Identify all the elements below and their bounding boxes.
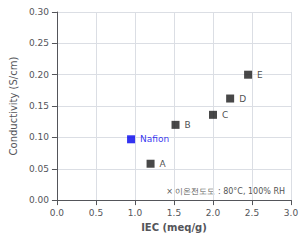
svg-text:2.0: 2.0 xyxy=(206,208,221,218)
svg-text:2.5: 2.5 xyxy=(245,208,259,218)
svg-text:0.20: 0.20 xyxy=(29,70,49,80)
svg-text:1.0: 1.0 xyxy=(128,208,143,218)
svg-text:Nafion: Nafion xyxy=(140,134,169,144)
svg-text:Conductivity (S/cm): Conductivity (S/cm) xyxy=(8,57,19,156)
svg-text:0.00: 0.00 xyxy=(29,195,49,205)
svg-text:0.5: 0.5 xyxy=(89,208,103,218)
svg-text:0.25: 0.25 xyxy=(29,38,49,48)
svg-text:E: E xyxy=(257,70,263,80)
svg-text:C: C xyxy=(222,110,228,120)
svg-text:× 이온전도도 : 80°C, 100% RH: × 이온전도도 : 80°C, 100% RH xyxy=(166,187,285,196)
svg-text:B: B xyxy=(185,120,191,130)
svg-text:1.5: 1.5 xyxy=(167,208,181,218)
svg-text:3.0: 3.0 xyxy=(284,208,299,218)
svg-text:0.10: 0.10 xyxy=(29,132,49,142)
svg-text:0.0: 0.0 xyxy=(50,208,65,218)
svg-text:A: A xyxy=(160,159,167,169)
svg-text:D: D xyxy=(239,94,246,104)
svg-text:0.30: 0.30 xyxy=(29,7,49,17)
svg-text:IEC (meq/g): IEC (meq/g) xyxy=(141,222,207,233)
svg-text:0.05: 0.05 xyxy=(29,164,49,174)
svg-text:0.15: 0.15 xyxy=(29,101,49,111)
